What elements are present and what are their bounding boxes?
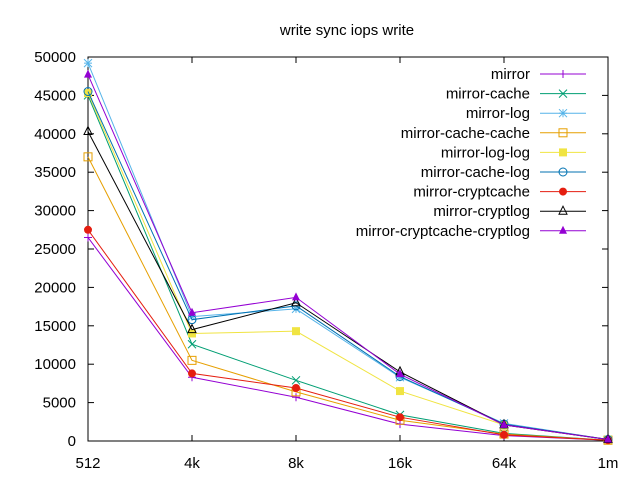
chart-title: write sync iops write — [279, 22, 414, 39]
series-mirror-log — [83, 58, 613, 444]
data-point — [188, 329, 196, 338]
legend-label: mirror-cryptcache-cryptlog — [356, 223, 530, 240]
data-point — [84, 89, 92, 98]
series-line — [87, 131, 609, 440]
x-tick-label: 1m — [598, 455, 619, 472]
data-point — [83, 125, 93, 135]
series-mirror — [84, 233, 612, 445]
series-line — [87, 62, 609, 440]
legend-label: mirror-log-log — [441, 144, 530, 161]
data-point — [558, 128, 568, 138]
data-point — [84, 233, 92, 242]
y-tick-label: 30000 — [34, 203, 76, 220]
series-line — [87, 95, 609, 441]
y-tick-label: 20000 — [34, 279, 76, 296]
legend-item: mirror — [491, 66, 586, 83]
y-tick-label: 5000 — [43, 395, 76, 412]
data-point — [83, 87, 93, 97]
legend-item: mirror-cache-log — [421, 164, 586, 181]
x-tick-label: 4k — [184, 455, 200, 472]
data-point — [558, 167, 568, 177]
x-tick-label: 512 — [75, 455, 100, 472]
series-mirror-cryptlog — [83, 125, 613, 443]
x-tick-label: 16k — [388, 455, 413, 472]
series-layer — [83, 58, 613, 445]
data-point — [396, 387, 404, 396]
data-point — [188, 307, 196, 316]
data-point — [396, 369, 404, 378]
data-point — [558, 108, 568, 118]
data-point — [559, 225, 567, 234]
series-mirror-cryptcache-cryptlog — [84, 69, 612, 443]
data-point — [291, 296, 301, 307]
data-point — [187, 355, 197, 365]
data-point — [83, 58, 93, 68]
y-tick-label: 40000 — [34, 126, 76, 143]
y-tick-label: 15000 — [34, 318, 76, 335]
legend-label: mirror-cache-cache — [401, 125, 530, 142]
series-line — [87, 92, 609, 440]
legend-label: mirror — [491, 66, 530, 83]
data-point — [187, 323, 197, 334]
legend: mirror mirror-cache mirror-log mirror-cache… — [356, 66, 586, 240]
data-point — [291, 375, 301, 385]
legend-label: mirror-cryptcache — [413, 184, 530, 201]
legend-item: mirror-cryptcache — [413, 184, 586, 201]
data-point — [188, 369, 196, 378]
legend-item: mirror-log-log — [441, 144, 586, 161]
data-point — [84, 225, 92, 234]
data-point — [604, 434, 612, 443]
series-mirror-cryptcache — [84, 225, 612, 445]
series-line — [87, 74, 609, 440]
data-point — [559, 70, 567, 78]
legend-item: mirror-cryptcache-cryptlog — [356, 223, 586, 240]
series-mirror-cache-cache — [83, 152, 613, 445]
data-point — [187, 339, 197, 349]
data-point — [500, 419, 508, 428]
data-point — [292, 327, 300, 336]
data-point — [83, 152, 93, 162]
legend-item: mirror-cache — [446, 86, 586, 103]
data-point — [500, 430, 508, 439]
y-tick-label: 35000 — [34, 164, 76, 181]
legend-item: mirror-log — [466, 105, 586, 122]
data-point — [559, 148, 567, 157]
series-line — [87, 91, 609, 440]
legend-label: mirror-cryptlog — [433, 203, 530, 220]
legend-label: mirror-cache-log — [421, 164, 530, 181]
data-point — [292, 384, 300, 393]
series-line — [87, 229, 609, 441]
legend-item: mirror-cache-cache — [401, 125, 586, 142]
y-tick-label: 0 — [68, 433, 76, 450]
y-tick-label: 50000 — [34, 49, 76, 66]
legend-label: mirror-cache — [446, 86, 530, 103]
data-point — [396, 413, 404, 422]
legend-item: mirror-cryptlog — [433, 203, 586, 220]
x-tick-label: 64k — [492, 455, 517, 472]
series-line — [87, 156, 609, 441]
x-tick-label: 8k — [288, 455, 304, 472]
data-point — [292, 393, 300, 402]
data-point — [292, 292, 300, 301]
data-point — [558, 205, 568, 215]
series-mirror-cache-log — [83, 87, 613, 444]
data-point — [84, 69, 92, 78]
legend-label: mirror-log — [466, 105, 530, 122]
series-line — [87, 237, 609, 441]
y-tick-label: 45000 — [34, 87, 76, 104]
y-tick-label: 25000 — [34, 241, 76, 258]
data-point — [559, 187, 567, 196]
plot-frame — [87, 56, 609, 442]
data-point — [558, 89, 568, 98]
axes: 0 5000 10000 15000 20000 25000 30000 35000 40000… — [34, 49, 618, 472]
y-tick-label: 10000 — [34, 356, 76, 373]
series-mirror-log-log — [84, 89, 612, 444]
